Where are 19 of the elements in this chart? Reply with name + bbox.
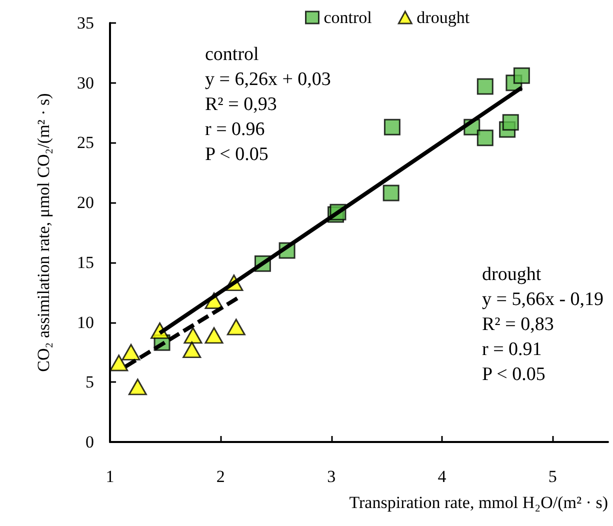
x-tick-label: 3 [327,467,336,486]
x-tick-label: 4 [438,467,447,486]
y-axis-title: CO₂ assimilation rate, μmol CO₂/(m² · s) [34,93,53,372]
y-tick-label: 10 [77,312,94,332]
legend-label: drought [416,8,470,27]
y-tick-label: 15 [77,252,94,272]
annotation: drought y = 5,66x - 0,19 R² = 0,83 r = 0.91 P < 0.05 [482,264,604,385]
x-tick-label: 5 [548,467,557,486]
y-tick-label: 0 [86,432,94,452]
annotation: control y = 6,26x + 0,03 R² = 0,93 r = 0.96 P < 0.05 [205,44,331,165]
x-tick-label: 1 [106,467,114,486]
x-axis-title: Transpiration rate, mmol H₂O/(m² · s) [349,493,608,512]
y-tick-label: 5 [86,372,94,392]
y-tick-label: 20 [77,193,94,212]
y-tick-label: 35 [77,14,94,32]
y-tick-label: 30 [77,73,94,92]
legend-label: control [324,8,372,27]
y-tick-label: 25 [77,133,94,152]
x-tick-label: 2 [216,467,225,486]
